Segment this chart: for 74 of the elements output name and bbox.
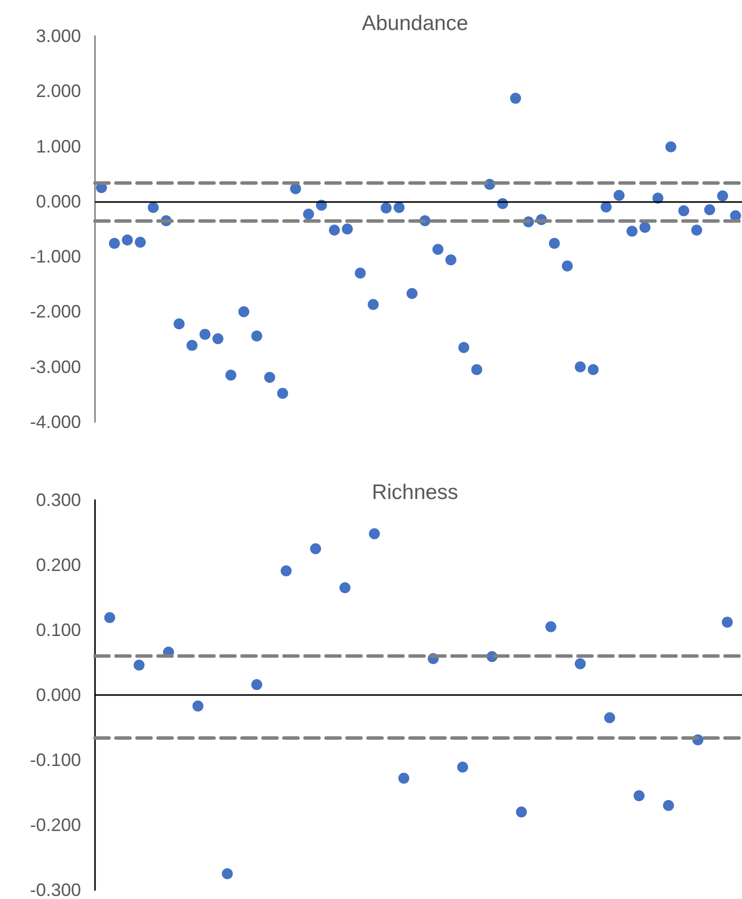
- point: [445, 254, 456, 266]
- point: [394, 202, 405, 213]
- point: [691, 224, 702, 236]
- y-tick-label: -3.000: [30, 356, 81, 377]
- point: [342, 224, 353, 234]
- point: [368, 528, 380, 540]
- point: [303, 208, 314, 220]
- point: [548, 238, 560, 249]
- point: [134, 660, 145, 671]
- y-tick-label: 0.200: [36, 555, 81, 575]
- y-tick-label: -2.000: [30, 302, 81, 322]
- point: [310, 543, 322, 554]
- point: [251, 330, 262, 342]
- y-tick-label: 0.000: [36, 191, 81, 212]
- y-tick-label: -1.000: [30, 246, 81, 267]
- point: [277, 388, 288, 399]
- point: [251, 679, 262, 690]
- y-tick-label: 1.000: [36, 136, 81, 156]
- point: [104, 612, 116, 624]
- y-tick-label: -4.000: [30, 412, 81, 432]
- point: [186, 340, 198, 351]
- point: [562, 260, 573, 272]
- chart-title: Richness: [372, 481, 458, 504]
- point: [354, 268, 366, 279]
- point: [722, 616, 733, 628]
- y-tick-label: 0.100: [36, 620, 81, 640]
- point: [516, 806, 527, 818]
- point: [574, 361, 586, 372]
- y-tick-label: 0.000: [36, 685, 81, 705]
- y-tick-label: -0.200: [30, 815, 81, 835]
- point: [634, 790, 645, 802]
- point: [192, 700, 204, 712]
- point: [122, 234, 133, 246]
- point: [368, 299, 379, 310]
- point: [200, 328, 210, 340]
- point: [665, 141, 676, 152]
- point: [678, 205, 690, 216]
- point: [510, 92, 522, 104]
- point: [380, 202, 392, 214]
- point: [545, 621, 556, 632]
- point: [264, 372, 276, 383]
- point: [717, 190, 728, 202]
- point: [108, 238, 120, 249]
- point: [588, 364, 599, 376]
- point: [471, 364, 482, 376]
- point: [398, 772, 410, 784]
- y-tick-label: 3.000: [36, 26, 81, 46]
- point: [604, 712, 616, 724]
- y-tick-label: -0.100: [30, 750, 81, 770]
- point: [662, 800, 674, 811]
- point: [238, 306, 250, 318]
- point: [626, 226, 638, 237]
- point: [614, 190, 625, 201]
- y-tick-label: -0.300: [30, 880, 81, 899]
- point: [704, 204, 716, 216]
- point: [639, 222, 650, 233]
- point: [280, 565, 292, 576]
- point: [134, 236, 146, 248]
- point: [225, 370, 236, 381]
- point: [574, 658, 586, 670]
- point: [457, 762, 468, 773]
- point: [212, 333, 224, 344]
- y-tick-label: 0.300: [36, 490, 81, 510]
- point: [432, 244, 444, 255]
- point: [222, 868, 233, 880]
- point: [339, 582, 350, 594]
- point: [328, 224, 340, 236]
- y-tick-label: 2.000: [36, 81, 81, 102]
- point: [600, 201, 612, 212]
- point: [406, 288, 418, 300]
- point: [458, 342, 470, 354]
- point: [148, 202, 159, 213]
- chart-title: Abundance: [362, 12, 468, 35]
- point: [174, 318, 185, 330]
